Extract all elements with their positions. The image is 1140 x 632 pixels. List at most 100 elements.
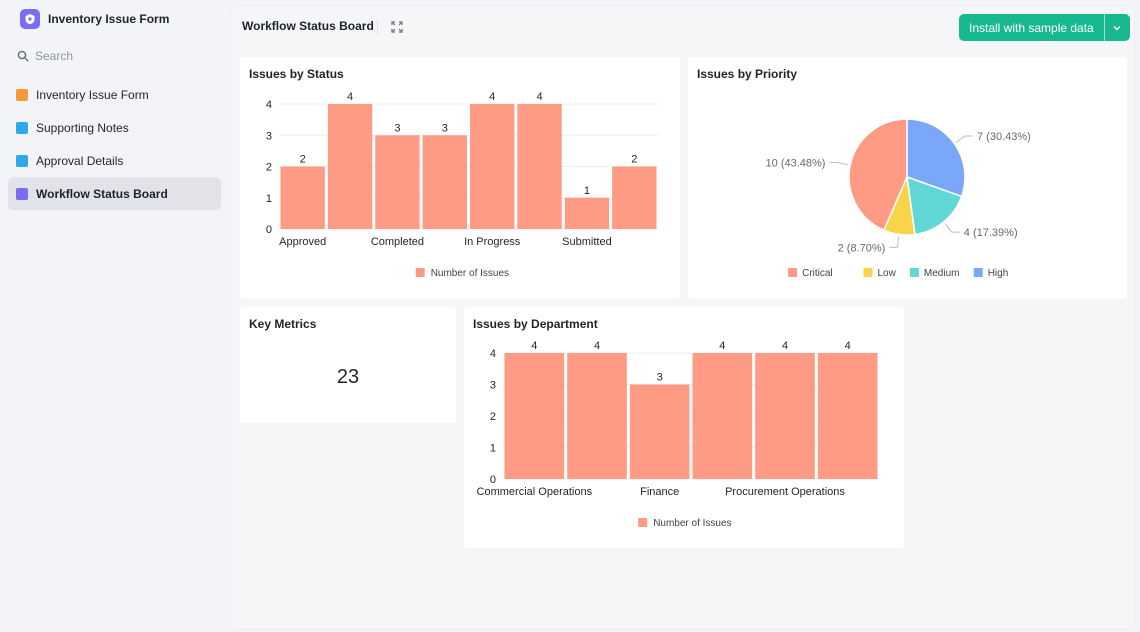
app-title: Inventory Issue Form [48, 12, 170, 26]
data-label: 2 [300, 154, 306, 166]
data-label: 4 [845, 340, 851, 352]
data-label: 4 [537, 91, 543, 103]
legend-label: High [988, 268, 1009, 279]
expand-icon[interactable] [390, 20, 404, 34]
bar[interactable] [567, 353, 627, 479]
bar[interactable] [375, 135, 420, 229]
bar[interactable] [817, 353, 878, 479]
legend-swatch [909, 268, 919, 277]
key-metrics-card: Key Metrics 23 [240, 307, 456, 423]
page-title: Workflow Status Board [242, 19, 374, 33]
y-tick-label: 0 [266, 224, 272, 236]
sidebar-item-label: Inventory Issue Form [36, 87, 149, 102]
bar[interactable] [755, 353, 815, 479]
search-icon [17, 50, 29, 62]
y-tick-label: 4 [490, 348, 496, 360]
slice-label: 10 (43.48%) [766, 158, 826, 170]
data-label: 3 [657, 372, 663, 384]
x-tick-label: Procurement Operations [725, 486, 845, 498]
sidebar-nav: Inventory Issue Form Supporting Notes Ap… [8, 78, 221, 210]
bar[interactable] [470, 104, 515, 229]
search-placeholder: Search [35, 49, 74, 63]
install-button[interactable]: Install with sample data [969, 20, 1094, 35]
card-title: Issues by Department [473, 317, 598, 331]
legend-label: Low [878, 268, 897, 279]
department-bar-chart: 0 1 2 3 4 4 Commercial Operations 4 3 Finance 4 4 Pr… [477, 340, 879, 529]
bar[interactable] [517, 104, 562, 229]
pie-slice[interactable] [848, 118, 908, 232]
legend-label: Critical [802, 268, 833, 279]
legend-swatch [415, 268, 425, 277]
sidebar-item-inventory-issue-form[interactable]: Inventory Issue Form [8, 78, 221, 111]
leader-line [955, 135, 974, 143]
slice-label: 2 (8.70%) [838, 242, 886, 254]
legend-swatch [638, 518, 648, 527]
data-label: 4 [719, 340, 725, 352]
app-header[interactable]: Inventory Issue Form [20, 8, 169, 30]
y-tick-label: 1 [266, 193, 272, 205]
department-chart-card: Issues by Department 0 1 2 3 4 4 Commercial Op… [464, 307, 904, 548]
data-label: 4 [594, 340, 600, 352]
doc-icon [16, 121, 28, 134]
legend-swatch [863, 268, 873, 277]
priority-chart-card: Issues by Priority 7 (30.43%) 4 (17.39%) 2… [688, 57, 1127, 299]
data-label: 3 [394, 122, 400, 134]
slice-label: 7 (30.43%) [977, 131, 1031, 143]
y-tick-label: 4 [266, 99, 272, 111]
leader-line [944, 223, 960, 233]
install-button-group: Install with sample data [959, 14, 1130, 41]
x-tick-label: Commercial Operations [477, 486, 593, 498]
data-label: 4 [531, 340, 537, 352]
x-tick-label: Submitted [562, 236, 612, 248]
data-label: 4 [782, 340, 788, 352]
dashboard-icon [16, 187, 28, 200]
y-tick-label: 2 [490, 411, 496, 423]
legend-swatch [973, 268, 983, 277]
x-tick-label: Finance [640, 486, 679, 498]
bar[interactable] [564, 197, 610, 229]
y-tick-label: 2 [266, 162, 272, 174]
status-chart-card: Issues by Status 0 1 2 3 4 2 Approved 4 3 Complet… [240, 57, 680, 299]
card-title: Key Metrics [249, 317, 317, 331]
card-title: Issues by Status [249, 67, 344, 81]
legend-label: Number of Issues [653, 518, 731, 529]
y-tick-label: 1 [490, 443, 496, 455]
y-tick-label: 3 [266, 130, 272, 142]
legend-label: Number of Issues [431, 268, 509, 279]
priority-pie-chart: 7 (30.43%) 4 (17.39%) 2 (8.70%) 10 (43.48%)… [766, 118, 1031, 279]
bar[interactable] [612, 166, 657, 230]
data-label: 4 [347, 91, 353, 103]
title-divider [377, 19, 378, 35]
bar[interactable] [629, 384, 690, 480]
metric-value: 23 [336, 366, 360, 388]
sidebar-item-workflow-status-board[interactable]: Workflow Status Board [8, 177, 221, 210]
bar[interactable] [422, 135, 467, 229]
pie-slice[interactable] [906, 175, 963, 236]
data-label: 1 [584, 185, 590, 197]
app-logo-icon [20, 9, 40, 29]
status-bar-chart: 0 1 2 3 4 2 Approved 4 3 Completed 3 4 In Progress 4 1… [266, 91, 658, 279]
sidebar-item-label: Supporting Notes [36, 120, 129, 135]
data-label: 2 [631, 154, 637, 166]
search-input[interactable]: Search [17, 49, 73, 63]
sidebar-item-approval-details[interactable]: Approval Details [8, 144, 221, 177]
bar[interactable] [504, 353, 565, 479]
install-dropdown-button[interactable] [1103, 14, 1130, 41]
sidebar-item-label: Approval Details [36, 153, 124, 168]
main-panel: Workflow Status Board Install with sampl… [230, 5, 1135, 630]
bar[interactable] [692, 353, 753, 479]
leader-line [889, 236, 900, 248]
y-tick-label: 3 [490, 380, 496, 392]
x-tick-label: In Progress [464, 236, 521, 248]
bar[interactable] [280, 166, 325, 230]
card-title: Issues by Priority [697, 67, 798, 81]
x-tick-label: Approved [279, 236, 326, 248]
data-label: 3 [442, 122, 448, 134]
pie-slice[interactable] [906, 118, 966, 198]
doc-icon [16, 154, 28, 167]
sidebar-item-supporting-notes[interactable]: Supporting Notes [8, 111, 221, 144]
chevron-down-icon [1113, 25, 1121, 30]
chart-icon [16, 88, 28, 101]
slice-label: 4 (17.39%) [964, 227, 1018, 239]
bar[interactable] [327, 104, 373, 229]
